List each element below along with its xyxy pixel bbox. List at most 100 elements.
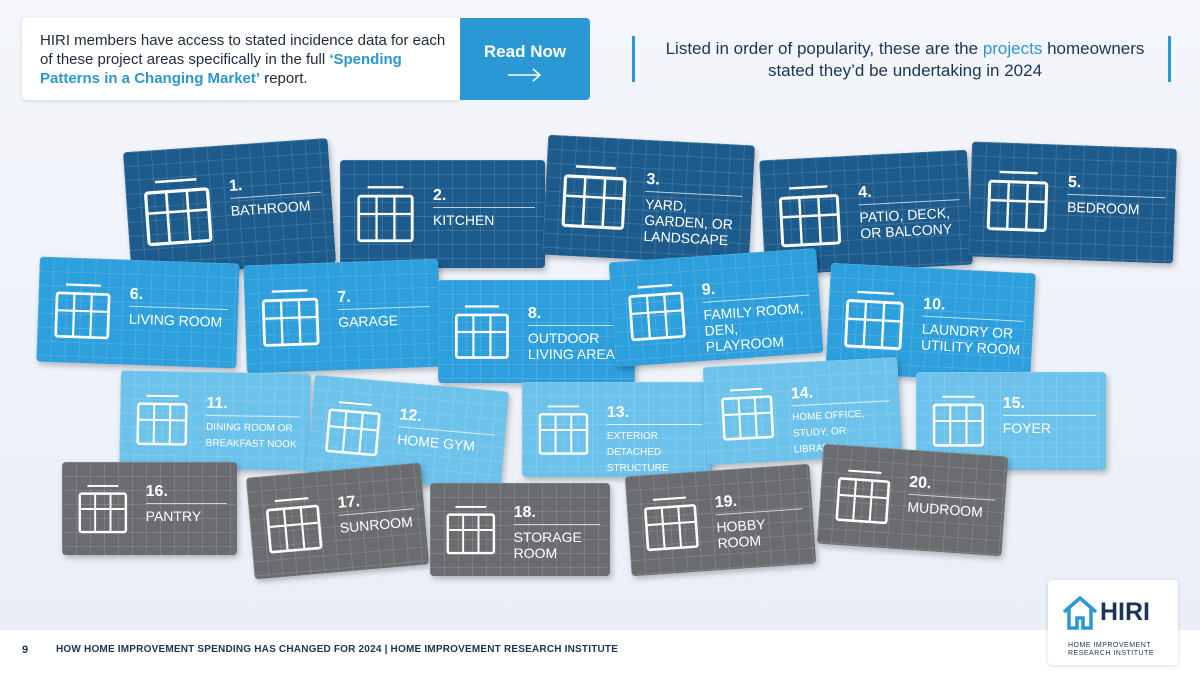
footer-text: HOW HOME IMPROVEMENT SPENDING HAS CHANGE… (56, 644, 619, 655)
card-number: 16. (145, 483, 168, 501)
card-icon (261, 289, 320, 347)
card-label: Hobby Room (715, 508, 805, 552)
card-number: 3. (646, 171, 661, 189)
card-number: 14. (790, 384, 814, 403)
card-label: Foyer (1002, 415, 1096, 436)
project-card: 5. Bedroom (968, 141, 1177, 264)
project-card: 19. Hobby Room (624, 463, 817, 577)
card-icon (265, 497, 323, 554)
card-label: Garage (337, 305, 431, 331)
card-label: Mudroom (906, 493, 996, 521)
logo: HIRI HOME IMPROVEMENT RESEARCH INSTITUTE (1048, 580, 1178, 665)
card-label: Storage Room (513, 524, 600, 561)
heading-text: homeowners stated they’d be undertaking … (767, 39, 1145, 80)
callout-body: HIRI members have access to stated incid… (40, 32, 446, 68)
card-icon (932, 395, 984, 447)
project-card: 18. Storage Room (430, 483, 610, 576)
card-number: 11. (206, 394, 228, 413)
card-icon (325, 401, 381, 457)
card-number: 7. (337, 288, 351, 307)
project-card: 9. Family Room, Den, Playroom (608, 247, 824, 368)
heading-highlight: projects (982, 39, 1043, 58)
heading: Listed in order of popularity, these are… (650, 38, 1160, 82)
report-title: ‘Spending Patterns in a Changing Market’ (40, 51, 402, 87)
card-label: Outdoor Living Area (527, 325, 625, 362)
card-label: Bedroom (1066, 194, 1166, 219)
card-label: Home Gym (396, 426, 496, 456)
card-label: Kitchen (432, 206, 535, 228)
project-card: 10. Laundry or Utility Room (825, 262, 1036, 384)
card-icon (78, 484, 128, 533)
callout-text: HIRI members have access to stated incid… (40, 31, 450, 88)
project-card: 11. Dining Room or Breakfast Nook (119, 370, 311, 471)
card-icon (561, 165, 627, 230)
card-number: 17. (336, 492, 361, 512)
card-icon (144, 177, 213, 246)
card-number: 18. (513, 504, 536, 522)
project-card: 20. Mudroom (816, 443, 1009, 557)
card-number: 2. (432, 186, 447, 204)
card-icon (446, 505, 496, 554)
card-number: 19. (714, 492, 738, 512)
card-icon (136, 394, 188, 446)
card-label: Dining Room or Breakfast Nook (205, 414, 301, 454)
card-number: 20. (908, 473, 933, 493)
card-label: Exterior Detached Structure (606, 424, 702, 477)
page-number: 9 (22, 644, 29, 656)
logo-name: HIRI (1100, 598, 1150, 626)
card-icon (357, 186, 414, 243)
card-label: Patio, Deck, or Balcony (858, 199, 962, 242)
card-label: Laundry or Utility Room (920, 315, 1024, 358)
project-card: 7. Garage (243, 258, 442, 374)
logo-subtitle: HOME IMPROVEMENT RESEARCH INSTITUTE (1068, 642, 1155, 657)
card-label: Sunroom (338, 507, 416, 536)
card-icon (844, 290, 904, 351)
callout: HIRI members have access to stated incid… (22, 18, 460, 100)
card-label: Bathroom (229, 191, 323, 219)
project-card: 1. Bathroom (122, 138, 337, 277)
card-icon (644, 496, 699, 552)
callout-end: report. (264, 70, 308, 87)
project-card: 2. Kitchen (340, 160, 545, 268)
footer: 9 HOW HOME IMPROVEMENT SPENDING HAS CHAN… (0, 630, 1200, 675)
card-number: 9. (701, 280, 716, 299)
project-card: 16. Pantry (62, 462, 237, 555)
card-icon (455, 304, 509, 359)
project-card: 6. Living Room (36, 256, 240, 369)
divider (632, 36, 635, 82)
project-card: 12. Home Gym (306, 374, 509, 492)
read-now-button[interactable]: Read Now (460, 18, 590, 100)
arrow-icon (508, 68, 542, 82)
project-card: 13. Exterior Detached Structure (522, 382, 712, 477)
card-icon (835, 469, 891, 525)
card-number: 4. (857, 184, 873, 202)
card-label: Pantry (145, 503, 227, 524)
heading-text: Listed in order of popularity, these are… (665, 39, 979, 58)
logo-icon (1062, 595, 1098, 630)
card-number: 1. (228, 177, 243, 195)
card-number: 8. (527, 305, 542, 323)
card-number: 10. (922, 295, 946, 314)
project-card: 14. Home Office, Study, or Library (702, 356, 903, 466)
card-number: 13. (606, 404, 630, 422)
card-icon (778, 184, 842, 247)
divider (1168, 36, 1171, 82)
card-icon (721, 387, 775, 441)
card-number: 12. (398, 406, 423, 426)
card-number: 5. (1067, 174, 1082, 192)
card-label: Living Room (128, 305, 229, 330)
project-card: 8. Outdoor Living Area (438, 280, 635, 383)
card-number: 15. (1002, 395, 1025, 413)
card-icon (54, 282, 111, 339)
card-label: Family Room, Den, Playroom (702, 294, 813, 355)
card-number: 6. (129, 285, 144, 303)
card-icon (628, 283, 686, 341)
project-card: 3. Yard, Garden, or Landscape (542, 134, 755, 266)
button-label: Read Now (483, 42, 567, 61)
card-label: Yard, Garden, or Landscape (643, 191, 743, 250)
project-card: 17. Sunroom (245, 462, 430, 580)
project-card: 4. Patio, Deck, or Balcony (759, 149, 973, 276)
card-icon (538, 404, 589, 455)
card-icon (986, 170, 1049, 232)
